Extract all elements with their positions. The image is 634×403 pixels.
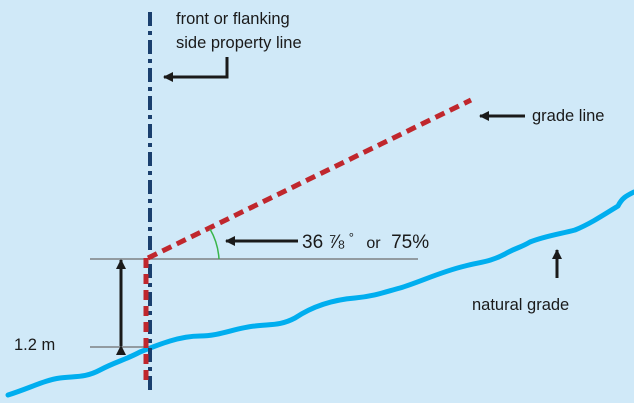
angle-label: 36 ⅞ ° or 75% <box>302 229 429 253</box>
grade-line-label: grade line <box>532 107 604 125</box>
angle-or: or <box>366 235 381 252</box>
property-line-label-line1: front or flanking <box>176 10 290 28</box>
natural-grade-label: natural grade <box>472 296 569 314</box>
grade-line <box>146 97 473 261</box>
natural-grade-line <box>5 189 634 398</box>
angle-arc <box>209 228 220 260</box>
angle-percent: 75% <box>391 232 429 253</box>
angle-degree: ° <box>349 230 354 245</box>
property-line-arrow <box>163 57 229 82</box>
property-line-label-line2: side property line <box>176 34 302 52</box>
angle-value: 36 ⅞ <box>302 232 344 253</box>
height-label: 1.2 m <box>14 336 55 354</box>
